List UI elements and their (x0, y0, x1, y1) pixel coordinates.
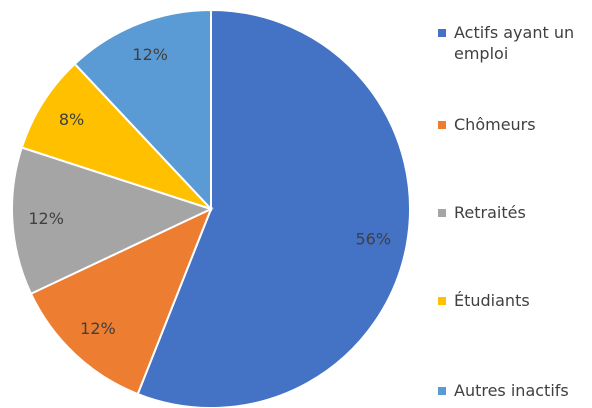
data-label: 56% (355, 229, 391, 248)
pie-slice (136, 8, 411, 408)
pie-slice (11, 146, 214, 296)
legend-item: Retraités (438, 202, 588, 223)
data-label: 12% (28, 209, 64, 228)
legend-swatch (438, 121, 446, 129)
legend-swatch (438, 387, 446, 395)
legend-label: Retraités (454, 203, 526, 222)
legend-item: Chômeurs (438, 114, 588, 135)
legend-swatch (438, 209, 446, 217)
data-label: 8% (59, 110, 84, 129)
legend-label: Autres inactifs (454, 381, 569, 400)
legend-item: Actifs ayant un emploi (438, 22, 588, 64)
pie-slice (20, 62, 212, 210)
legend-item: Étudiants (438, 290, 588, 311)
pie-slice (73, 8, 212, 212)
legend-swatch (438, 297, 446, 305)
legend-label: Chômeurs (454, 115, 536, 134)
legend-item: Autres inactifs (438, 380, 588, 401)
data-label: 12% (80, 319, 116, 338)
legend-label: Actifs ayant un emploi (454, 23, 575, 63)
data-label: 12% (132, 45, 168, 64)
pie: 56% 12% 12% 8% 12% (11, 8, 411, 408)
legend-swatch (438, 29, 446, 37)
pie-slice (29, 207, 213, 396)
legend-label: Étudiants (454, 291, 530, 310)
